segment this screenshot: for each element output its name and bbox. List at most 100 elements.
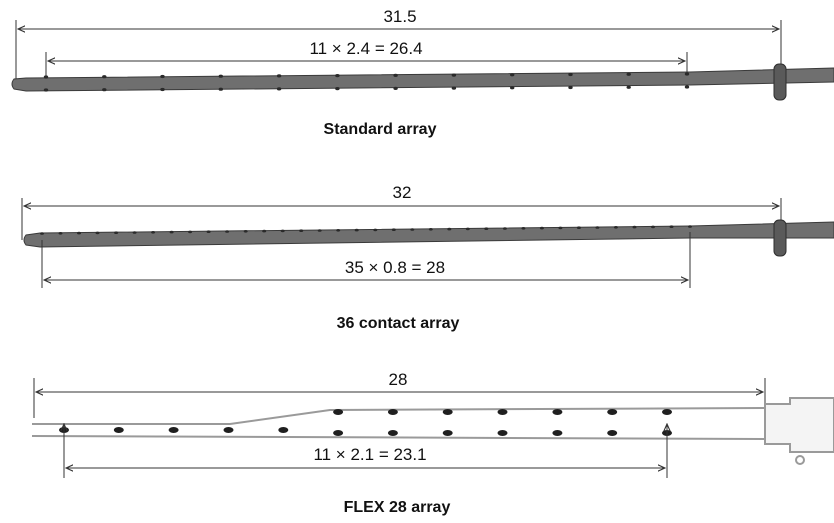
standard-contact-dot	[218, 87, 223, 91]
standard-contact-dot	[276, 87, 282, 91]
standard-contact-dot	[568, 72, 573, 77]
standard-contact-dot	[393, 73, 398, 77]
standard-contact-dot	[335, 74, 340, 78]
contact36-contact-dot	[539, 226, 544, 230]
contact36-contact-span-label: 35 × 0.8 = 28	[345, 258, 445, 277]
standard-contact-span-label: 11 × 2.4 = 26.4	[309, 39, 422, 58]
flex28-contact-dot	[387, 430, 398, 436]
flex28-contact-span-label: 11 × 2.1 = 23.1	[313, 445, 426, 464]
contact36-contact-dot	[465, 227, 470, 231]
contact36-contacts	[40, 225, 692, 235]
contact36-contact-dot	[354, 228, 359, 232]
contact36-contact-dot	[632, 225, 637, 229]
contact36-contact-dot	[447, 227, 452, 231]
contact36-electrode-ring	[773, 219, 787, 257]
flex28-contact-dot	[552, 409, 563, 415]
standard-contact-dot	[451, 73, 457, 77]
contact36-total-length-label: 32	[393, 183, 412, 202]
standard-contact-dot	[684, 72, 690, 76]
flex28-contact-dot	[278, 427, 289, 433]
flex28-contact-dot	[552, 430, 563, 436]
flex28-contact-dot	[333, 409, 344, 415]
contact36-contact-dot	[132, 231, 137, 234]
contact36-contact-dot	[225, 230, 230, 233]
standard-electrode-ring	[773, 63, 787, 101]
contact36-contact-dot	[373, 228, 378, 232]
flex28-contact-dot	[662, 409, 672, 415]
standard-contact-dot	[393, 86, 398, 90]
flex28-array-group: 28 11 × 2.1 = 23.1 FLEX 28 array	[31, 370, 834, 516]
contact36-contact-dot	[669, 225, 674, 228]
standard-contact-dot	[335, 87, 340, 91]
contact36-contact-dot	[188, 230, 193, 234]
flex28-contact-dot	[168, 427, 179, 433]
standard-contact-dot	[102, 88, 107, 92]
standard-contact-dot	[160, 74, 165, 79]
contact36-contact-dot	[576, 226, 581, 229]
contact36-array-group: 32 35 × 0.8 = 28 36 contact array	[21, 183, 834, 332]
standard-contact-dot	[684, 85, 690, 89]
contact36-contact-dot	[595, 226, 600, 229]
standard-contact-dot	[160, 87, 165, 92]
contact36-contact-dot	[114, 231, 119, 234]
flex28-contact-dot	[607, 409, 618, 415]
contact36-contact-dot	[502, 227, 507, 230]
contact36-contact-dot	[651, 225, 655, 229]
standard-contact-dot	[510, 73, 515, 77]
flex28-contact-dot	[607, 430, 618, 436]
standard-array-caption: Standard array	[324, 121, 437, 138]
contact36-array-caption: 36 contact array	[337, 315, 460, 332]
contact36-contact-dot	[336, 229, 341, 232]
flex28-contacts	[59, 409, 672, 436]
standard-array-group: 31.5 11 × 2.4 = 26.4 Standard array	[11, 7, 834, 138]
contact36-contact-dot	[613, 226, 618, 229]
contact36-contact-dot	[484, 227, 489, 230]
standard-contact-dot	[276, 74, 282, 78]
contact36-contact-dot	[243, 230, 248, 233]
standard-contact-dot	[43, 75, 49, 79]
contact36-contact-dot	[428, 228, 433, 231]
flex28-contact-dot	[442, 430, 453, 436]
flex28-handle-nub	[795, 455, 805, 465]
flex28-total-length-label: 28	[389, 370, 408, 389]
standard-total-length-label: 31.5	[383, 7, 416, 26]
flex28-contact-dot	[333, 430, 344, 436]
standard-contact-dot	[510, 86, 515, 90]
flex28-contact-dot	[387, 409, 398, 415]
flex28-contact-dot	[223, 427, 234, 433]
contact36-contact-dot	[95, 231, 100, 235]
flex28-electrode-handle	[764, 397, 834, 453]
contact36-contact-dot	[151, 231, 156, 234]
flex28-contact-dot	[442, 409, 453, 415]
contact36-contact-dot	[206, 230, 211, 233]
standard-contacts	[43, 72, 690, 92]
contact36-contact-dot	[262, 229, 267, 233]
contact36-contact-dot	[317, 229, 322, 232]
flex28-electrode-outline	[31, 406, 766, 441]
contact36-contact-dot	[410, 228, 415, 231]
contact36-contact-dot	[169, 230, 174, 234]
contact36-contact-dot	[558, 226, 563, 230]
contact36-contact-dot	[280, 229, 285, 233]
flex28-array-caption: FLEX 28 array	[344, 499, 451, 516]
contact36-electrode-body	[23, 221, 834, 248]
standard-contact-dot	[43, 88, 49, 92]
standard-contact-dot	[102, 75, 107, 79]
flex28-contact-dot	[497, 430, 508, 436]
standard-contact-dot	[568, 85, 573, 90]
contact36-contact-dot	[299, 229, 304, 232]
flex28-contact-dot	[497, 409, 508, 415]
standard-contact-dot	[626, 85, 631, 89]
flex28-contact-dot	[113, 427, 124, 433]
contact36-contact-dot	[58, 232, 63, 235]
contact36-contact-dot	[40, 232, 44, 235]
standard-electrode-body	[11, 67, 834, 92]
standard-contact-dot	[451, 86, 457, 90]
contact36-contact-dot	[521, 227, 526, 230]
standard-contact-dot	[626, 72, 631, 76]
contact36-contact-dot	[77, 231, 81, 235]
contact36-contact-dot	[391, 228, 396, 231]
contact36-contact-dot	[688, 225, 692, 228]
standard-contact-dot	[218, 74, 223, 78]
